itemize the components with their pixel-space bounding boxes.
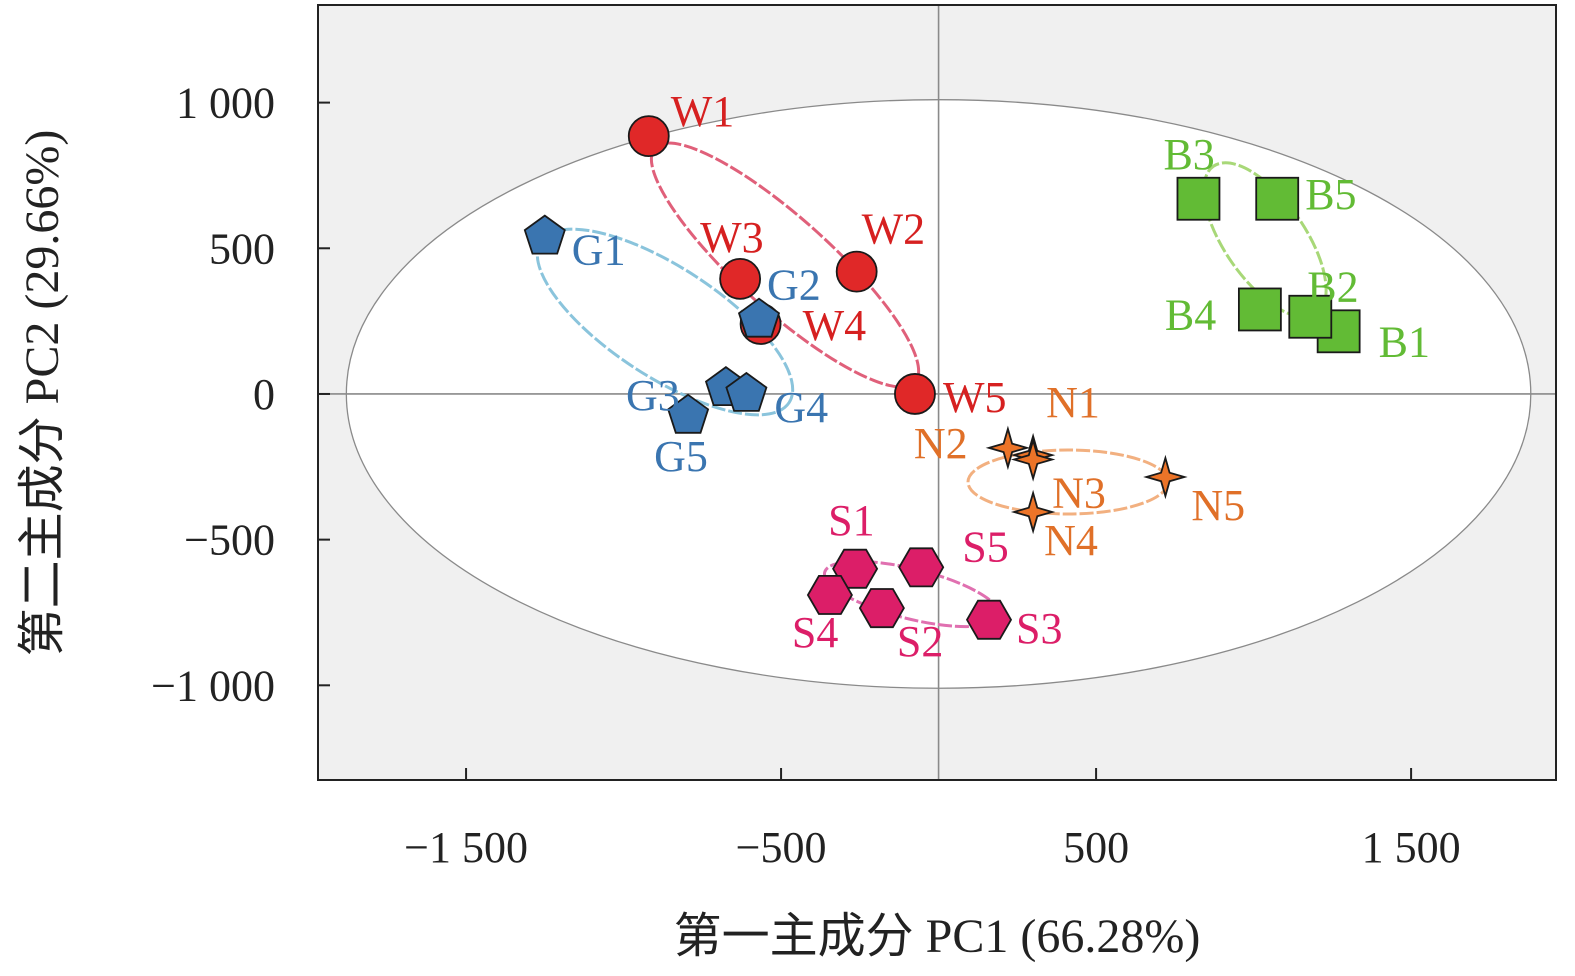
data-markers [523,115,1361,640]
label-s4: S4 [792,608,838,657]
label-n1: N1 [1046,378,1100,427]
marker-g2 [737,297,781,338]
y-tick-label-3: −500 [184,516,275,565]
marker-w5 [894,373,936,415]
label-w3: W3 [700,213,764,262]
y-axis-title: 第二主成分 PC2 (29.66%) [16,130,69,657]
label-s1: S1 [828,496,874,545]
marker-w2 [835,250,878,293]
x-tick-label-3: 1 500 [1362,823,1461,872]
marker-n5 [1143,454,1188,500]
marker-g4 [725,371,768,412]
marker-b2 [1288,294,1333,339]
x-axis-title: 第一主成分 PC1 (66.28%) [674,910,1201,963]
marker-n4 [1010,489,1056,535]
label-b4: B4 [1165,290,1216,339]
axis-ticks: −1 500 −500 500 1 500 1 000 500 0 −500 −1 000 [151,79,1460,872]
label-g4: G4 [774,383,828,432]
label-n5: N5 [1191,481,1245,530]
marker-b5 [1255,176,1300,221]
marker-s5 [898,547,945,588]
plot-frame [317,4,1557,781]
y-tick-label-1: 500 [209,224,275,273]
label-b1: B1 [1379,317,1430,366]
label-b3: B3 [1163,130,1214,179]
marker-s4 [806,575,853,615]
marker-s3 [965,599,1013,640]
label-s5: S5 [962,522,1008,571]
label-s2: S2 [897,617,943,666]
y-tick-label-0: 1 000 [176,79,275,128]
label-n4: N4 [1044,516,1098,565]
marker-s1 [832,548,879,589]
label-w5: W5 [943,373,1007,422]
label-b2: B2 [1307,263,1358,312]
y-tick-label-2: 0 [253,370,275,419]
x-tick-label-0: −1 500 [404,823,528,872]
label-g1: G1 [572,226,626,275]
label-g3: G3 [626,371,680,420]
marker-g1 [523,214,566,255]
marker-n2 [985,425,1031,471]
label-n2: N2 [914,419,968,468]
label-n3: N3 [1052,469,1106,518]
label-w1: W1 [671,87,735,136]
y-tick-label-4: −1 000 [151,661,275,710]
marker-g5 [667,393,710,434]
marker-w3 [719,257,762,300]
label-s3: S3 [1016,604,1062,653]
label-g5: G5 [654,432,708,481]
marker-s2 [858,588,905,629]
marker-w1 [627,115,670,158]
marker-n3 [1010,437,1056,482]
label-w2: W2 [862,205,926,254]
marker-b4 [1237,287,1282,332]
x-tick-label-2: 500 [1063,823,1129,872]
marker-b3 [1176,176,1221,221]
label-b5: B5 [1305,170,1356,219]
label-w4: W4 [803,301,867,350]
x-tick-label-1: −500 [736,823,827,872]
label-g2: G2 [767,261,821,310]
